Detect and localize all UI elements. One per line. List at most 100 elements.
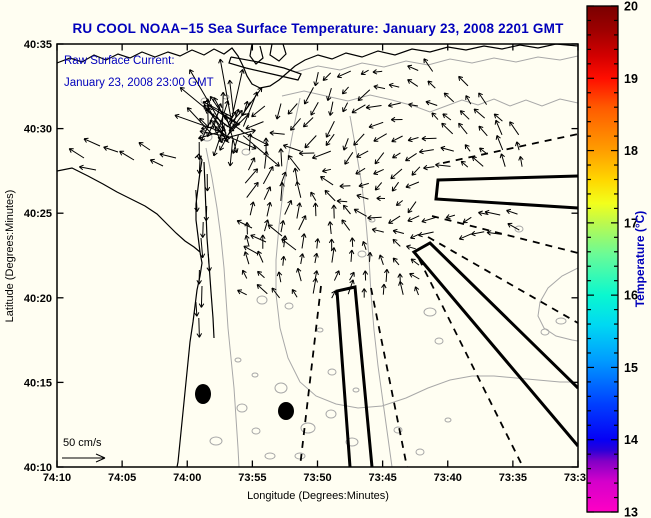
current-vector xyxy=(388,82,400,89)
current-vector xyxy=(227,139,234,167)
current-vector xyxy=(304,135,317,149)
bathymetry-contours xyxy=(200,55,578,467)
current-vector xyxy=(313,252,319,264)
contour-blob xyxy=(555,317,567,325)
current-vector xyxy=(356,193,369,200)
contour-blob xyxy=(274,382,288,394)
current-vector xyxy=(374,152,385,165)
coastline xyxy=(203,161,215,339)
contour-blob xyxy=(316,327,324,333)
annotation-current-line1: Raw Surface Current: xyxy=(64,55,175,67)
shipping-lanes xyxy=(335,174,578,467)
current-vector xyxy=(247,157,256,171)
colorbar-tick-label: 13 xyxy=(624,506,638,518)
contour-blob xyxy=(540,328,550,336)
current-vector xyxy=(196,269,202,285)
colorbar-tick-label: 15 xyxy=(624,361,638,375)
x-tick-label: 74:00 xyxy=(173,472,201,484)
current-vector xyxy=(250,234,267,243)
current-vector xyxy=(310,191,317,201)
current-vector xyxy=(478,210,488,216)
current-vector xyxy=(473,108,486,119)
y-tick-label: 40:25 xyxy=(24,208,52,220)
current-vector xyxy=(237,289,247,296)
current-vector xyxy=(407,64,419,71)
current-vector xyxy=(435,162,451,168)
current-vector xyxy=(263,150,269,169)
current-vector xyxy=(458,75,469,87)
current-vector xyxy=(374,182,383,191)
current-vector xyxy=(465,95,472,105)
shipping-lane xyxy=(434,174,578,210)
current-vector xyxy=(421,135,437,142)
x-tick-label: 74:10 xyxy=(43,472,71,484)
current-vector xyxy=(425,100,438,106)
current-vector xyxy=(376,195,386,202)
current-vector xyxy=(406,244,416,250)
current-vector xyxy=(372,69,383,75)
current-vector xyxy=(347,279,355,295)
colorbar-tick-label: 16 xyxy=(624,289,638,303)
current-vector xyxy=(339,183,351,189)
contour-line xyxy=(275,97,578,409)
colorbar-tick-label: 18 xyxy=(624,144,638,158)
current-vector xyxy=(244,234,250,247)
current-vector xyxy=(279,182,285,201)
current-vector xyxy=(278,148,284,167)
current-vector xyxy=(373,133,387,142)
contour-line xyxy=(537,267,578,342)
current-vector xyxy=(349,237,356,247)
scale-arrow-label: 50 cm/s xyxy=(63,437,102,449)
contour-line xyxy=(295,55,578,73)
current-vector xyxy=(458,122,468,135)
current-vector xyxy=(462,216,472,224)
current-vector xyxy=(243,245,259,255)
current-vector xyxy=(397,273,403,282)
current-vector xyxy=(410,233,420,240)
current-vector xyxy=(174,113,223,133)
current-vector xyxy=(310,101,319,116)
current-vector xyxy=(269,130,285,136)
current-vector xyxy=(119,150,135,161)
dashed-bearing-line xyxy=(427,236,578,324)
current-vector xyxy=(381,283,387,295)
current-vector xyxy=(367,214,382,221)
current-vector xyxy=(244,222,250,235)
current-vector xyxy=(464,144,471,152)
colorbar-ticks xyxy=(587,5,618,513)
current-vector xyxy=(484,209,501,216)
current-vector xyxy=(410,258,420,266)
current-vector xyxy=(342,138,349,151)
current-vector xyxy=(358,182,369,188)
current-vector xyxy=(471,156,484,167)
current-vector xyxy=(246,181,259,198)
current-vector xyxy=(292,167,299,183)
current-vector xyxy=(405,152,417,162)
current-vector xyxy=(427,80,436,89)
current-vector xyxy=(407,79,419,87)
current-vector xyxy=(470,230,485,237)
current-vector xyxy=(194,189,200,212)
current-vector xyxy=(325,133,335,146)
current-vector xyxy=(353,208,367,217)
current-vector xyxy=(68,148,85,159)
y-tick-label: 40:35 xyxy=(24,39,52,51)
current-vector xyxy=(445,214,456,220)
current-vector xyxy=(275,103,282,120)
contour-blob xyxy=(256,295,268,305)
current-vector xyxy=(149,158,164,167)
current-vector xyxy=(360,69,369,75)
current-vector xyxy=(279,220,286,233)
current-vector xyxy=(138,142,151,151)
current-vector xyxy=(423,58,434,72)
y-tick-label: 40:20 xyxy=(24,293,52,305)
current-vector xyxy=(361,288,367,298)
current-vector xyxy=(267,224,283,237)
contour-blob xyxy=(234,357,242,363)
current-vector xyxy=(159,152,177,159)
current-vector xyxy=(281,238,297,251)
current-vector xyxy=(218,58,233,125)
current-vector xyxy=(225,134,257,150)
